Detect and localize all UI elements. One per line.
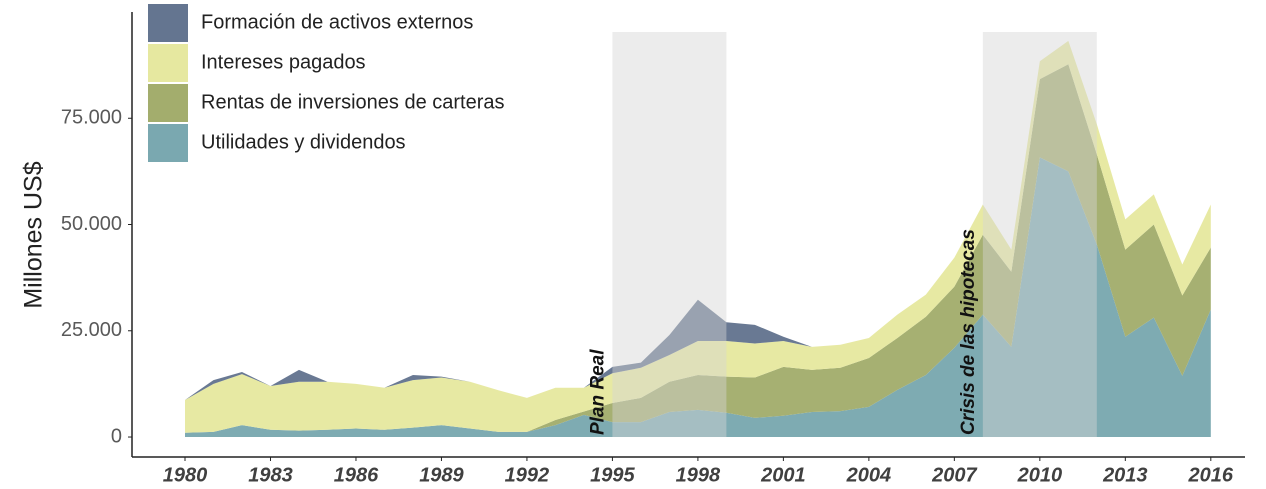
legend-label: Utilidades y dividendos [201,131,406,153]
shaded-period [612,32,727,438]
legend-label: Rentas de inversiones de carteras [201,91,505,113]
y-tick-label: 75.000 [61,107,122,129]
legend-swatch [148,124,188,162]
x-tick-label: 2007 [931,464,977,486]
y-tick-label: 25.000 [61,319,122,341]
y-tick-label: 0 [111,425,122,447]
annotation: Plan Real [587,349,608,435]
area [185,157,1211,438]
x-tick-label: 1992 [505,464,550,486]
legend-swatch [148,84,188,122]
annotation: Crisis de las hipotecas [958,229,979,435]
x-tick-label: 1980 [163,464,208,486]
legend-label: Formación de activos externos [201,11,473,33]
x-tick-label: 2013 [1102,464,1148,486]
y-axis-label: Millones US$ [20,161,48,308]
x-tick-label: 1989 [419,464,464,486]
x-tick-label: 1995 [590,464,635,486]
x-tick-label: 2004 [846,464,892,486]
x-tick-label: 2001 [760,464,806,486]
x-tick-label: 2010 [1017,464,1063,486]
area [185,40,1211,433]
y-tick-label: 50.000 [61,213,122,235]
x-tick-label: 1998 [676,464,721,486]
legend-label: Intereses pagados [201,51,366,73]
x-tick-label: 1983 [248,464,293,486]
area [185,40,1211,401]
area [185,64,1211,433]
x-tick-label: 1986 [334,464,379,486]
legend-swatch [148,44,188,82]
shaded-period [982,32,1097,438]
legend-swatch [148,4,188,42]
x-tick-label: 2016 [1188,464,1234,486]
